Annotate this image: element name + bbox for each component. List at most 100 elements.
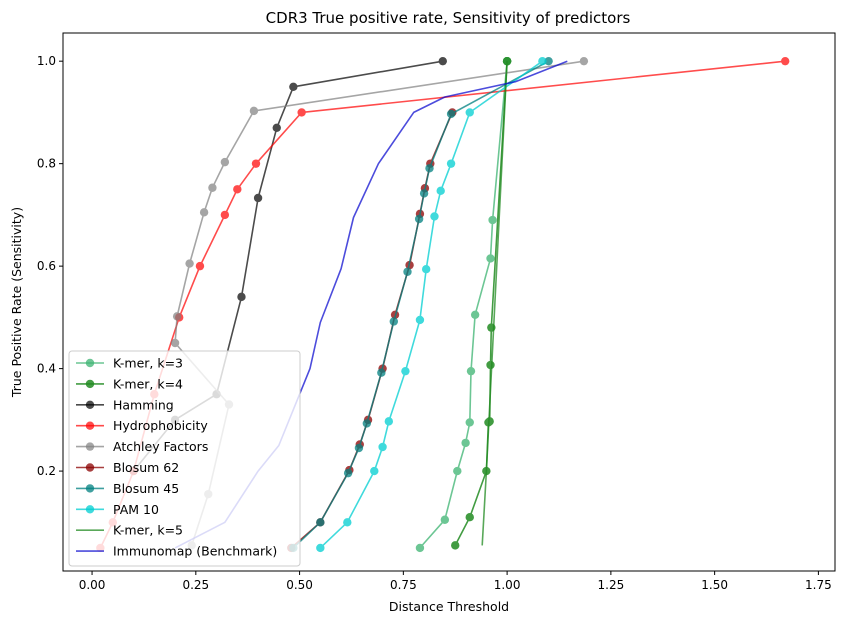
data-point — [343, 468, 353, 478]
data-point — [451, 541, 460, 550]
legend-item: K-mer, k=3 — [76, 356, 183, 371]
legend-marker — [85, 463, 95, 472]
legend-label: Immunomap (Benchmark) — [113, 544, 277, 559]
legend-label: Atchley Factors — [113, 439, 208, 454]
data-point — [466, 366, 476, 376]
data-point — [377, 368, 386, 377]
legend-marker — [85, 442, 95, 451]
data-point — [544, 56, 553, 66]
data-point — [199, 208, 209, 217]
data-point — [488, 215, 497, 225]
legend-marker — [85, 358, 95, 368]
data-point — [208, 183, 217, 192]
data-point — [436, 186, 445, 196]
data-point — [502, 56, 512, 66]
y-axis: 0.2 0.4 0.6 0.8 1.0 — [37, 54, 63, 478]
data-point — [354, 443, 364, 453]
data-point — [249, 106, 259, 116]
data-point — [185, 259, 194, 268]
data-point — [438, 56, 447, 66]
data-point — [289, 82, 298, 92]
data-point — [237, 292, 246, 302]
legend-item: Blosum 45 — [76, 481, 179, 496]
data-point — [465, 418, 474, 427]
data-point — [415, 543, 425, 553]
data-point — [486, 360, 495, 370]
y-tick-label: 0.6 — [37, 259, 56, 273]
series-line — [481, 61, 508, 546]
x-axis: 0.00 0.25 0.50 0.75 1.00 1.25 1.50 1.75 — [79, 571, 832, 592]
x-tick-label: 0.00 — [79, 578, 106, 592]
legend-marker — [85, 400, 95, 409]
y-tick-label: 0.2 — [37, 464, 56, 478]
y-axis-label: True Positive Rate (Sensitivity) — [9, 207, 24, 398]
legend-item: Hamming — [76, 397, 174, 412]
data-point — [343, 518, 352, 527]
legend-marker — [85, 421, 95, 430]
data-point — [440, 515, 450, 524]
data-point — [233, 185, 242, 194]
legend-label: K-mer, k=4 — [113, 376, 183, 391]
x-tick-label: 1.25 — [598, 578, 625, 592]
data-point — [378, 442, 387, 452]
data-point — [297, 108, 306, 117]
legend-label: K-mer, k=5 — [113, 523, 183, 538]
y-tick-label: 0.4 — [37, 362, 56, 376]
x-tick-label: 0.75 — [390, 578, 417, 592]
series-blosum-45 — [289, 56, 553, 553]
data-point — [425, 164, 434, 173]
chart-title: CDR3 True positive rate, Sensitivity of … — [266, 9, 631, 27]
x-tick-label: 1.75 — [805, 578, 832, 592]
series-pam-10 — [316, 56, 547, 553]
legend-label: K-mer, k=3 — [113, 356, 183, 371]
data-point — [465, 108, 474, 117]
data-point — [421, 265, 431, 274]
data-point — [316, 518, 325, 527]
data-point — [579, 56, 589, 66]
data-point — [453, 466, 462, 476]
data-point — [253, 193, 263, 203]
legend-item: PAM 10 — [76, 502, 159, 517]
data-point — [251, 159, 261, 168]
plot-border — [62, 32, 836, 572]
data-point — [220, 210, 230, 220]
legend-label: Blosum 45 — [113, 481, 179, 496]
legend-item: K-mer, k=5 — [76, 523, 183, 538]
data-point — [538, 56, 547, 66]
x-tick-label: 1.50 — [701, 578, 728, 592]
data-point — [272, 123, 281, 132]
legend-marker — [85, 484, 95, 493]
data-point — [172, 312, 182, 321]
series-line — [419, 61, 508, 549]
data-point — [401, 366, 410, 376]
data-point — [415, 315, 425, 325]
legend-item: Hydrophobicity — [76, 418, 208, 433]
data-point — [195, 261, 205, 271]
legend-item: K-mer, k=4 — [76, 376, 183, 391]
x-axis-label: Distance Threshold — [389, 599, 509, 614]
legend-marker — [85, 379, 95, 389]
data-point — [430, 212, 439, 221]
data-point — [170, 338, 180, 348]
y-tick-label: 1.0 — [37, 54, 56, 68]
data-point — [486, 254, 495, 263]
legend-item: Immunomap (Benchmark) — [76, 544, 277, 559]
data-point — [780, 56, 790, 66]
data-point — [403, 267, 412, 276]
data-point — [384, 417, 394, 426]
x-tick-label: 1.00 — [494, 578, 521, 592]
data-point — [465, 513, 474, 522]
legend-label: Hydrophobicity — [113, 418, 208, 433]
x-tick-label: 0.25 — [182, 578, 209, 592]
data-point — [362, 419, 372, 428]
legend-label: PAM 10 — [113, 502, 159, 517]
legend: K-mer, k=3 K-mer, k=4 Hamming Hydrophobicit… — [68, 350, 301, 567]
series-k-mer-k-5 — [481, 61, 508, 546]
data-point — [461, 438, 470, 448]
data-point — [470, 310, 480, 320]
legend-item: Atchley Factors — [76, 439, 208, 454]
legend-item: Blosum 62 — [76, 460, 179, 475]
legend-label: Hamming — [113, 397, 174, 412]
data-point — [370, 466, 379, 476]
